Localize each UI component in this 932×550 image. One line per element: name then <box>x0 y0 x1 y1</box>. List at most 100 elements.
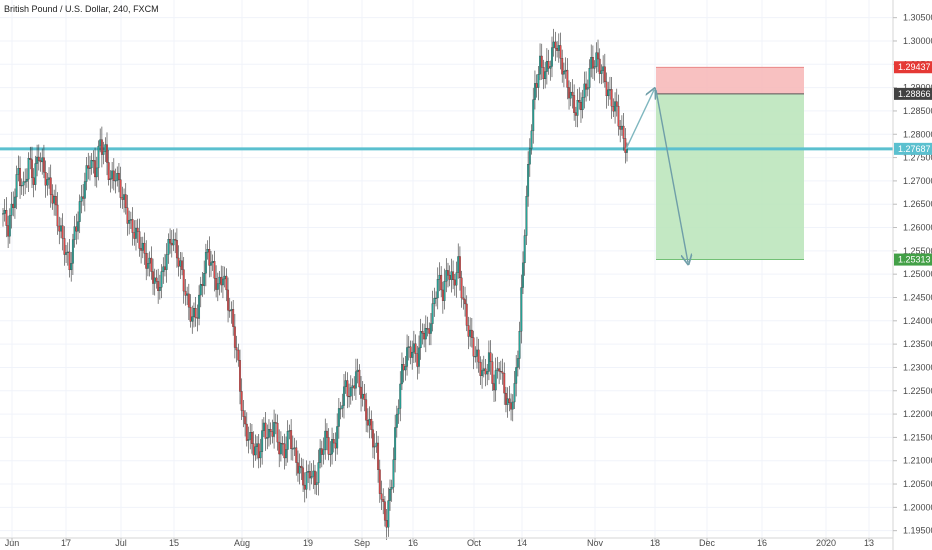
candle-body <box>441 289 444 301</box>
candle-body <box>203 273 206 286</box>
candle-body <box>455 272 458 286</box>
candle-body <box>95 167 98 178</box>
y-tick-label: 1.27500 <box>903 153 932 163</box>
candle-body <box>32 177 35 185</box>
y-tick-label: 1.24500 <box>903 292 932 302</box>
candle-body <box>387 500 390 528</box>
y-tick-label: 1.25500 <box>903 246 932 256</box>
candle-body <box>353 385 356 389</box>
candle-body <box>390 486 393 490</box>
candle-body <box>247 439 250 441</box>
candle-body <box>235 347 238 351</box>
candle-body <box>140 248 143 251</box>
candle-body <box>227 289 229 311</box>
candle-body <box>363 393 366 400</box>
candle-body <box>407 346 410 348</box>
candle-body <box>419 331 422 349</box>
candle-body <box>302 467 305 486</box>
candle-body <box>598 58 601 74</box>
projection-arrows[interactable] <box>625 90 688 263</box>
x-tick-label: Jun <box>5 538 20 548</box>
candle-body <box>354 371 357 389</box>
candle-body <box>82 196 85 199</box>
candle-body <box>399 383 402 409</box>
candle-body <box>22 181 25 186</box>
candle-body <box>375 442 378 447</box>
position-tool[interactable] <box>656 66 804 260</box>
candle-body <box>349 387 352 397</box>
candle-body <box>25 178 28 182</box>
candle-body <box>511 401 514 410</box>
candle-body <box>285 449 287 459</box>
candle-body <box>458 256 461 279</box>
candle-body <box>17 168 20 175</box>
candle-body <box>614 101 617 112</box>
candles <box>2 28 628 541</box>
candle-body <box>418 347 420 367</box>
candle-body <box>141 242 144 251</box>
candle-body <box>199 284 202 296</box>
candle-body <box>566 69 569 88</box>
candle-body <box>143 242 146 254</box>
candle-body <box>392 459 395 488</box>
candle-body <box>233 326 236 348</box>
candle-body <box>319 448 322 463</box>
candle-body <box>256 443 258 447</box>
candle-body <box>595 52 598 67</box>
candle-body <box>100 139 103 155</box>
candle-body <box>135 227 137 239</box>
y-tick-label: 1.22500 <box>903 386 932 396</box>
candle-body <box>225 275 228 291</box>
candle-body <box>465 303 468 326</box>
candle-body <box>179 260 182 267</box>
candle-body <box>97 145 100 169</box>
candle-body <box>533 83 536 100</box>
x-tick-label: Jul <box>115 538 127 548</box>
candle-body <box>254 446 257 456</box>
candle-body <box>559 45 562 59</box>
candle-body <box>314 470 316 485</box>
candle-body <box>126 207 129 224</box>
candle-body <box>378 469 381 494</box>
candle-body <box>298 465 301 474</box>
candle-body <box>218 276 221 284</box>
candle-body <box>551 47 553 67</box>
candle-body <box>605 81 608 97</box>
candle-body <box>186 293 189 296</box>
candle-body <box>261 430 264 452</box>
candle-body <box>276 422 279 443</box>
candle-body <box>7 225 10 237</box>
time-axis[interactable]: Jun 17 Jul 15 Aug 19 Sep 16 Oct 14 Nov 18 Dec 16 2020 1… <box>0 537 893 548</box>
candle-body <box>612 106 615 112</box>
candle-body <box>539 55 541 75</box>
candle-body <box>445 270 448 282</box>
candle-body <box>597 52 599 60</box>
candle-body <box>481 370 484 376</box>
candle-body <box>216 283 219 290</box>
candle-body <box>503 372 506 394</box>
candle-body <box>484 368 487 375</box>
candle-body <box>187 293 190 308</box>
candle-body <box>435 297 437 299</box>
chart-title: British Pound / U.S. Dollar, 240, FXCM <box>4 4 159 14</box>
candle-body <box>462 297 465 300</box>
candle-body <box>269 429 272 432</box>
candle-body <box>63 238 66 255</box>
candle-body <box>510 402 513 410</box>
candle-body <box>70 263 73 271</box>
y-tick-label: 1.30000 <box>903 36 932 46</box>
candle-body <box>477 349 480 363</box>
candle-body <box>312 470 315 477</box>
candle-body <box>12 203 15 208</box>
candle-body <box>479 361 482 376</box>
candle-body <box>527 164 530 197</box>
candle-body <box>297 462 299 474</box>
candle-body <box>348 395 351 398</box>
candle-body <box>175 240 178 259</box>
candle-body <box>377 442 380 470</box>
candle-body <box>273 422 276 437</box>
price-axis[interactable]: 1.305001.300001.295001.290001.285001.280… <box>892 0 932 550</box>
y-tick-label: 1.26500 <box>903 199 932 209</box>
